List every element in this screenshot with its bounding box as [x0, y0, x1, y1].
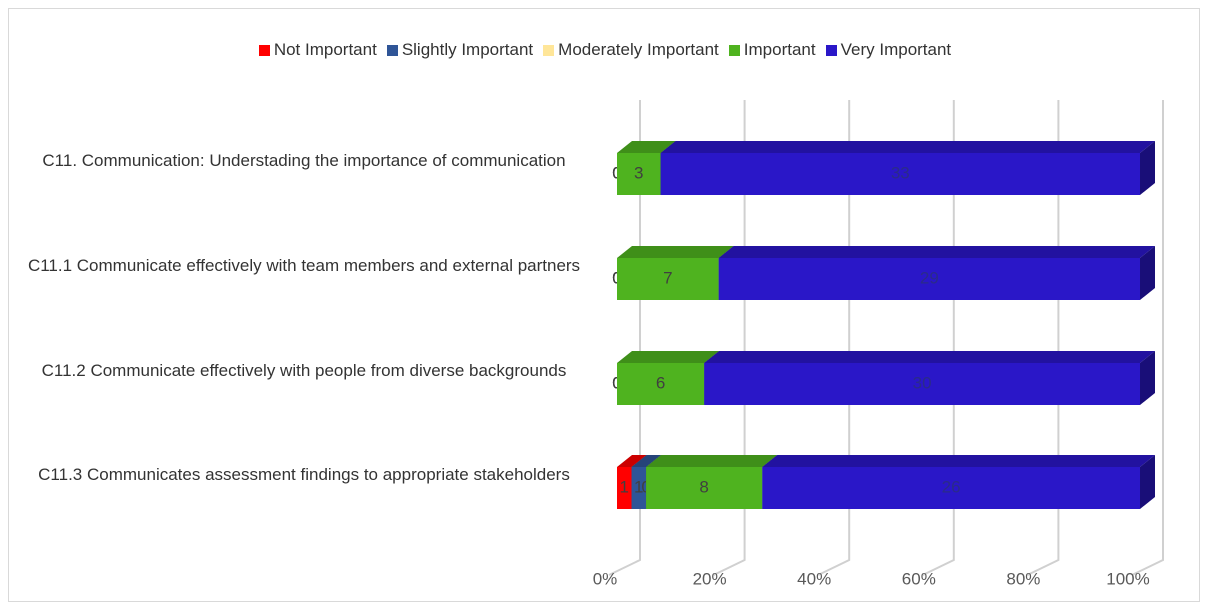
bar-segment	[646, 455, 778, 509]
bar-front	[718, 258, 1140, 300]
legend: Not Important Slightly Important Moderatel…	[0, 40, 1210, 60]
legend-item: Slightly Important	[386, 40, 534, 60]
bar-segment	[718, 246, 1155, 300]
legend-label: Slightly Important	[401, 40, 534, 59]
legend-label: Not Important	[273, 40, 377, 59]
bar-front	[617, 258, 719, 300]
bar-side	[1140, 455, 1155, 509]
category-label: C11.3 Communicates assessment findings t…	[38, 465, 570, 484]
category-label: C11.2 Communicate effectively with peopl…	[41, 361, 567, 380]
data-label: 33	[891, 163, 910, 182]
data-label: 7	[663, 268, 672, 287]
x-tick-label: 20%	[693, 569, 727, 588]
bar-top	[646, 455, 778, 467]
bar-top	[617, 455, 647, 467]
legend-item: Important	[728, 40, 816, 60]
bar-front	[704, 363, 1140, 405]
legend-label: Moderately Important	[558, 40, 719, 59]
category-label: C11.1 Communicate effectively with team …	[27, 256, 581, 275]
data-label: 1	[620, 477, 629, 496]
bar-top	[704, 351, 1155, 363]
data-label: 6	[656, 373, 665, 392]
legend-item: Very Important	[825, 40, 952, 60]
legend-item: Moderately Important	[543, 40, 719, 60]
legend-label: Very Important	[840, 40, 952, 59]
legend-swatch	[825, 44, 837, 56]
legend-item: Not Important	[258, 40, 377, 60]
legend-swatch	[543, 44, 555, 56]
bar-front	[617, 467, 632, 509]
bar-side	[1140, 246, 1155, 300]
legend-swatch	[258, 44, 270, 56]
chart-frame	[8, 8, 1200, 602]
bar-top	[718, 246, 1155, 258]
bar-side	[1140, 141, 1155, 195]
bar-segment	[660, 141, 1155, 195]
bar-top	[617, 351, 720, 363]
bar-side	[1140, 351, 1155, 405]
bar-segment	[762, 455, 1155, 509]
data-label: 3	[634, 163, 643, 182]
legend-swatch	[728, 44, 740, 56]
bar-front	[617, 153, 661, 195]
legend-label: Important	[743, 40, 816, 59]
bar-front	[631, 467, 647, 509]
x-tick-label: 80%	[1006, 569, 1040, 588]
bar-front	[660, 153, 1140, 195]
data-label: 29	[920, 268, 939, 287]
bar-front	[646, 467, 763, 509]
data-label: 8	[699, 477, 708, 496]
bar-segment	[617, 351, 720, 405]
bar-top	[617, 141, 676, 153]
bar-top	[617, 246, 734, 258]
bar-segment	[617, 246, 734, 300]
bar-top	[762, 455, 1155, 467]
bar-front	[762, 467, 1140, 509]
data-label: 26	[942, 477, 961, 496]
legend-swatch	[386, 44, 398, 56]
grid-line	[1131, 100, 1164, 576]
bar-segment	[704, 351, 1155, 405]
data-label: 30	[913, 373, 932, 392]
bar-top	[631, 455, 662, 467]
category-label: C11. Communication: Understading the imp…	[42, 151, 566, 170]
x-tick-label: 0%	[593, 569, 618, 588]
x-tick-label: 40%	[797, 569, 831, 588]
x-tick-label: 100%	[1106, 569, 1149, 588]
data-label: 1	[634, 477, 643, 496]
bar-top	[660, 141, 1155, 153]
x-tick-label: 60%	[902, 569, 936, 588]
bar-front	[617, 363, 705, 405]
